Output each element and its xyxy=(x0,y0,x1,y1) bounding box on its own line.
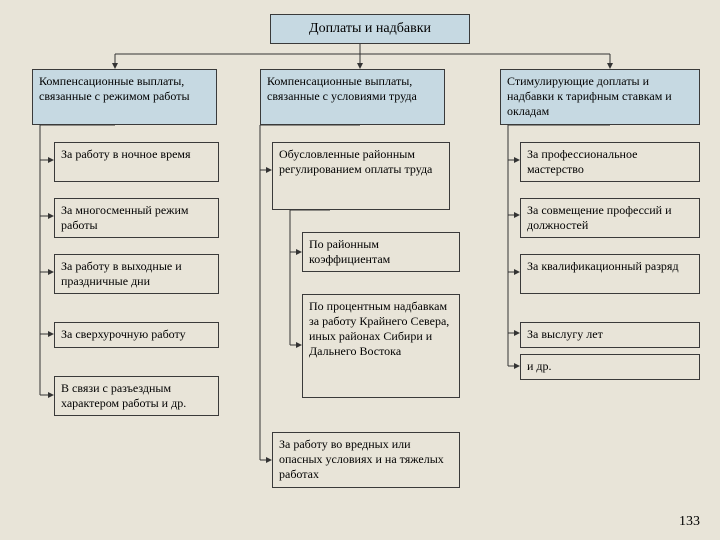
mid-item-1: За работу во вредных или опасных условия… xyxy=(272,432,460,488)
right-item-2: За квалификационный разряд xyxy=(520,254,700,294)
left-item-3: За сверхурочную работу xyxy=(54,322,219,348)
right-item-4: и др. xyxy=(520,354,700,380)
left-item-1: За многосменный режим работы xyxy=(54,198,219,238)
col-mid-header: Компенсационные выплаты, связанные с усл… xyxy=(260,69,445,125)
right-item-0: За профессиональное мастерство xyxy=(520,142,700,182)
right-item-3: За выслугу лет xyxy=(520,322,700,348)
mid-item-0: Обусловленные районным регулированием оп… xyxy=(272,142,450,210)
mid-sub-1: По процентным надбавкам за работу Крайне… xyxy=(302,294,460,398)
left-item-2: За работу в выходные и праздничные дни xyxy=(54,254,219,294)
col-right-header: Стимулирующие доплаты и надбавки к тариф… xyxy=(500,69,700,125)
title-box: Доплаты и надбавки xyxy=(270,14,470,44)
col-left-header: Компенсационные выплаты, связанные с реж… xyxy=(32,69,217,125)
right-item-1: За совмещение профессий и должностей xyxy=(520,198,700,238)
left-item-0: За работу в ночное время xyxy=(54,142,219,182)
mid-sub-0: По районным коэффициентам xyxy=(302,232,460,272)
diagram-canvas: Доплаты и надбавки Компенсационные выпла… xyxy=(0,0,720,540)
left-item-4: В связи с разъездным характером работы и… xyxy=(54,376,219,416)
page-number: 133 xyxy=(679,514,700,530)
